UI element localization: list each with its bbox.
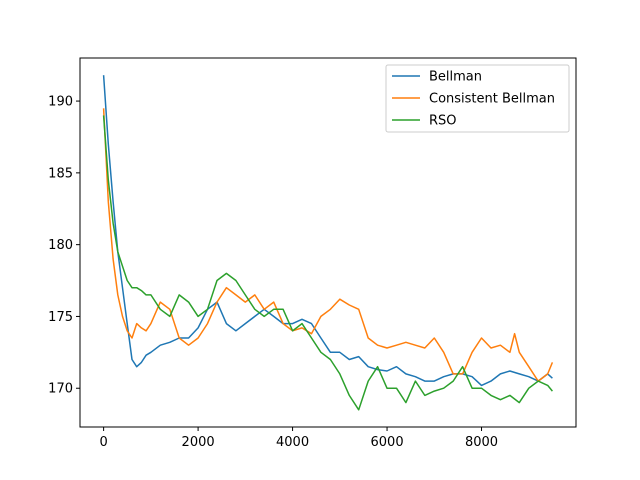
legend-box (385, 64, 570, 133)
y-tick-label: 170 (48, 382, 73, 397)
series-line-bellman (102, 75, 553, 387)
legend: Bellman Consistent Bellman RSO (385, 64, 570, 133)
series-line-consistent-bellman (102, 108, 554, 382)
legend-label-rso: RSO (429, 114, 457, 129)
legend-label-bellman: Bellman (429, 70, 482, 85)
legend-label-consistent-bellman: Consistent Bellman (429, 92, 555, 107)
y-tick-label: 185 (48, 166, 73, 181)
x-tick-label: 4000 (276, 435, 309, 450)
x-axis: 0 2000 4000 6000 8000 (99, 427, 498, 450)
y-axis: 170 175 180 185 190 (48, 95, 80, 397)
x-tick-label: 2000 (182, 435, 215, 450)
series-line-rso (102, 115, 553, 411)
series-layer (102, 75, 554, 411)
y-tick-label: 190 (48, 95, 73, 110)
x-tick-label: 8000 (465, 435, 498, 450)
x-tick-label: 6000 (371, 435, 404, 450)
y-tick-label: 175 (48, 310, 73, 325)
x-tick-label: 0 (99, 435, 107, 450)
y-tick-label: 180 (48, 238, 73, 253)
plot-frame (79, 57, 577, 428)
legend-entries: Bellman Consistent Bellman RSO (392, 70, 555, 129)
